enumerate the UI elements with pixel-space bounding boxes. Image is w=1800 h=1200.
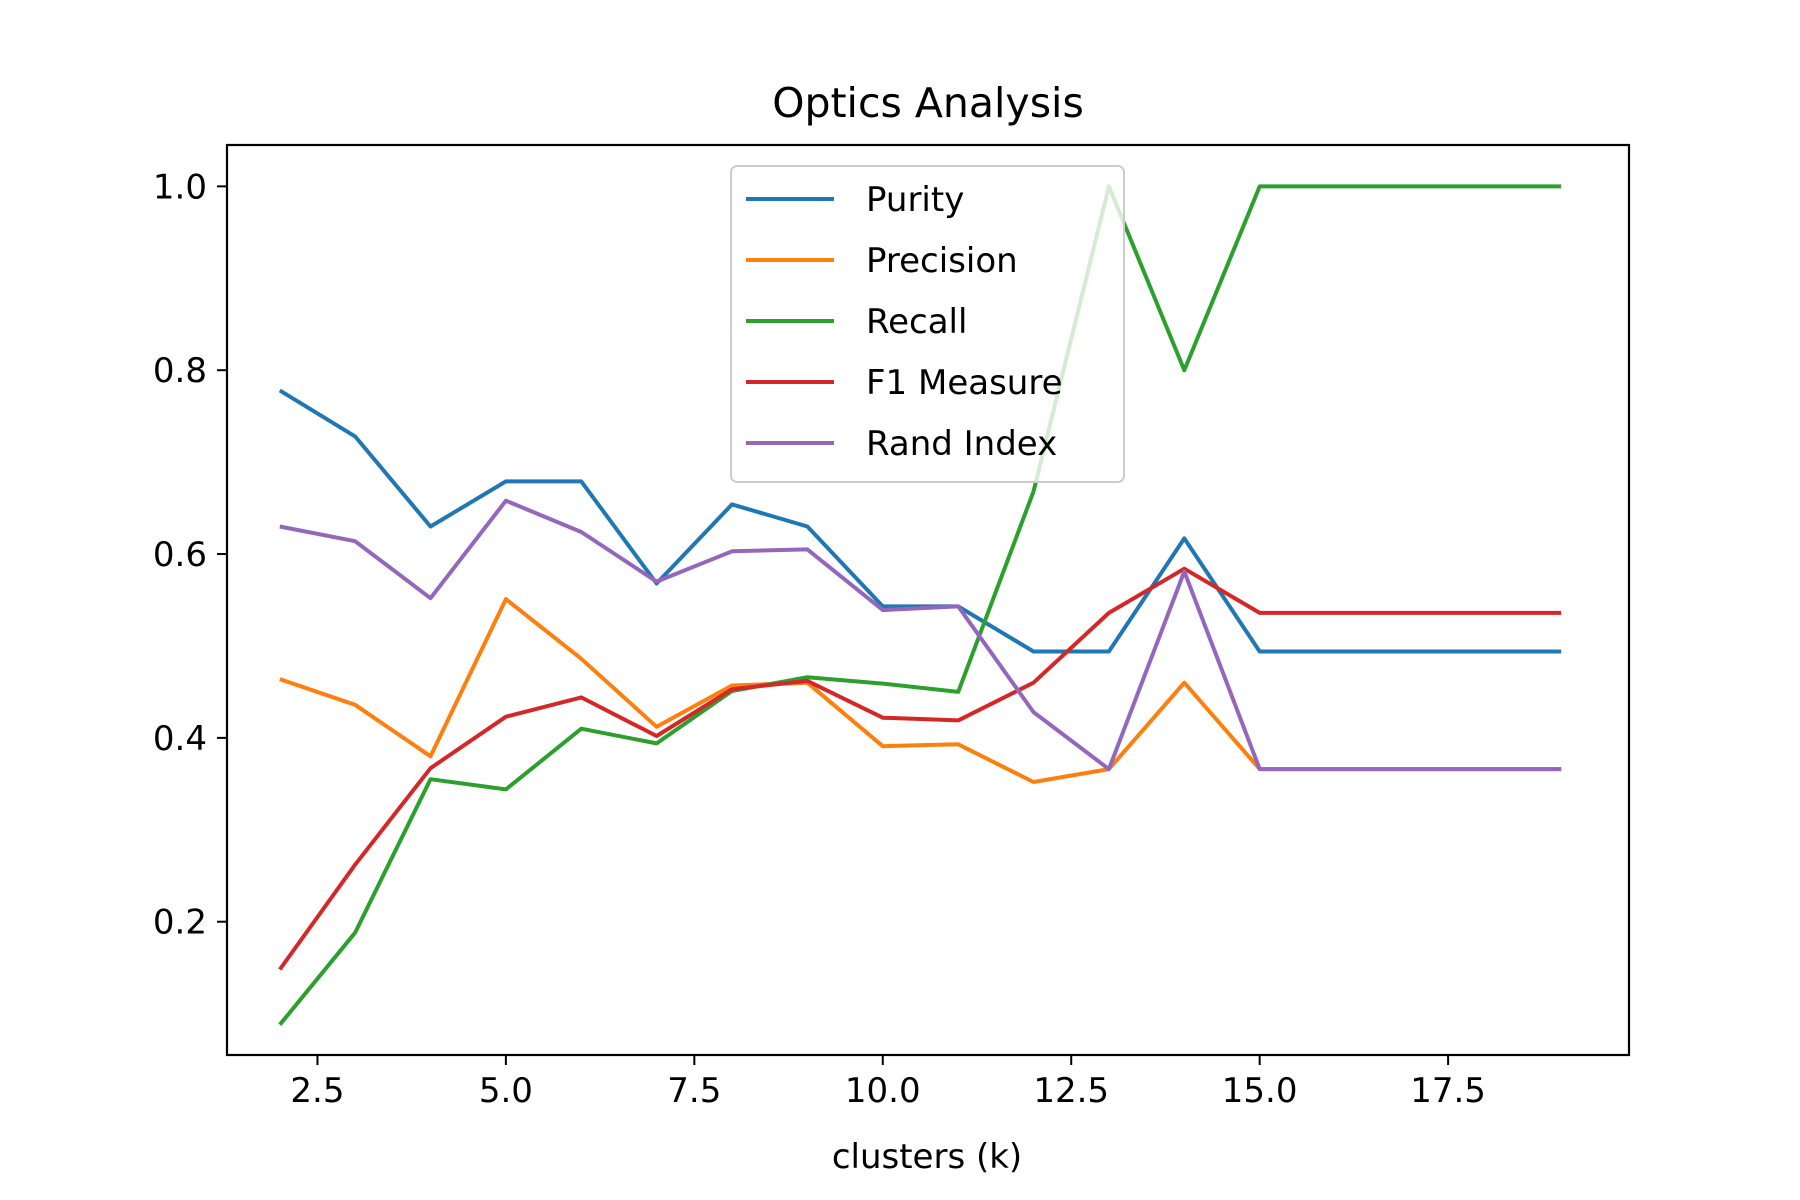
series-line-4 [279, 498, 1562, 772]
x-tick-label: 17.5 [1410, 1071, 1486, 1111]
plot-area: 2.5 5.0 7.5 10.0 12.5 15.0 17.5 0.2 0.4 0.6 0.8 1.0… [153, 143, 1631, 1111]
x-tick-label: 15.0 [1222, 1071, 1298, 1111]
legend-label: F1 Measure [866, 363, 1063, 403]
x-tick-label: 5.0 [479, 1071, 533, 1111]
legend-label: Purity [866, 180, 964, 220]
legend: Purity Precision Recall F1 Measure Rand Inde… [730, 165, 1125, 483]
y-tick-label: 0.4 [153, 719, 207, 759]
series-line-3 [278, 566, 1562, 971]
series-line-2 [278, 184, 1562, 1026]
y-tick-label: 0.6 [153, 535, 207, 575]
x-tick-label: 12.5 [1033, 1071, 1109, 1111]
x-tick-label: 10.0 [845, 1071, 921, 1111]
y-tick-label: 0.8 [153, 351, 207, 391]
legend-label: Rand Index [866, 424, 1057, 464]
legend-label: Precision [866, 241, 1018, 281]
y-tick-label: 1.0 [153, 167, 207, 207]
legend-frame [730, 165, 1125, 483]
chart-title: Optics Analysis [772, 79, 1084, 127]
x-tick-label: 7.5 [667, 1071, 721, 1111]
axes-frame [225, 143, 1631, 1057]
legend-label: Recall [866, 302, 967, 342]
x-axis-label: clusters (k) [832, 1137, 1022, 1177]
y-tick-label: 0.2 [153, 903, 207, 943]
x-tick-label: 2.5 [290, 1071, 344, 1111]
